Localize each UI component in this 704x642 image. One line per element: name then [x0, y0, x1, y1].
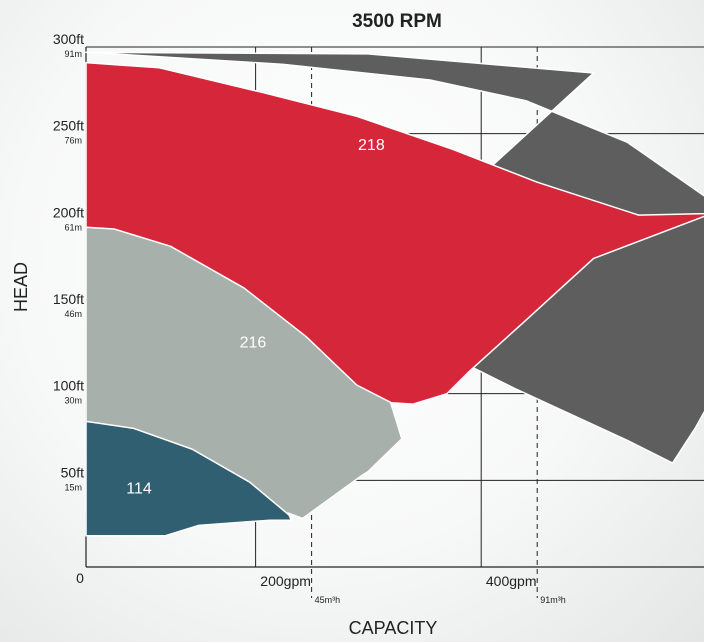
x-tick-metric-label: 91m³h: [540, 595, 566, 605]
x-tick-label: 400gpm: [486, 573, 537, 589]
y-tick-label: 100ft: [53, 378, 84, 394]
x-tick-label: 0: [76, 570, 84, 586]
y-tick-label: 250ft: [53, 118, 84, 134]
y-tick-label: 150ft: [53, 291, 84, 307]
y-tick-metric-label: 91m: [64, 49, 82, 59]
performance-regions: 3284410218216114: [85, 51, 704, 537]
x-axis-label: CAPACITY: [349, 618, 438, 638]
region-label: 114: [126, 480, 152, 497]
region-114: [85, 420, 293, 537]
y-tick-metric-label: 76m: [64, 136, 82, 146]
region-label: 216: [240, 335, 267, 352]
chart-title: 3500 RPM: [352, 11, 442, 32]
y-tick-metric-label: 46m: [64, 309, 82, 319]
y-tick-label: 300ft: [53, 31, 84, 47]
y-tick-metric-label: 30m: [64, 396, 82, 406]
region-label: 218: [358, 137, 385, 154]
y-axis-label: HEAD: [11, 262, 31, 312]
y-tick-metric-label: 61m: [64, 222, 82, 232]
y-tick-label: 50ft: [61, 464, 84, 480]
y-tick-metric-label: 15m: [64, 482, 82, 492]
x-tick-metric-label: 45m³h: [315, 595, 341, 605]
y-tick-label: 200ft: [53, 204, 84, 220]
x-tick-label: 200gpm: [260, 573, 311, 589]
axis-tick-labels: 50ft 15m 100ft 30m 150ft 46m 200ft 61m 250ft 76m 3…: [53, 31, 566, 605]
